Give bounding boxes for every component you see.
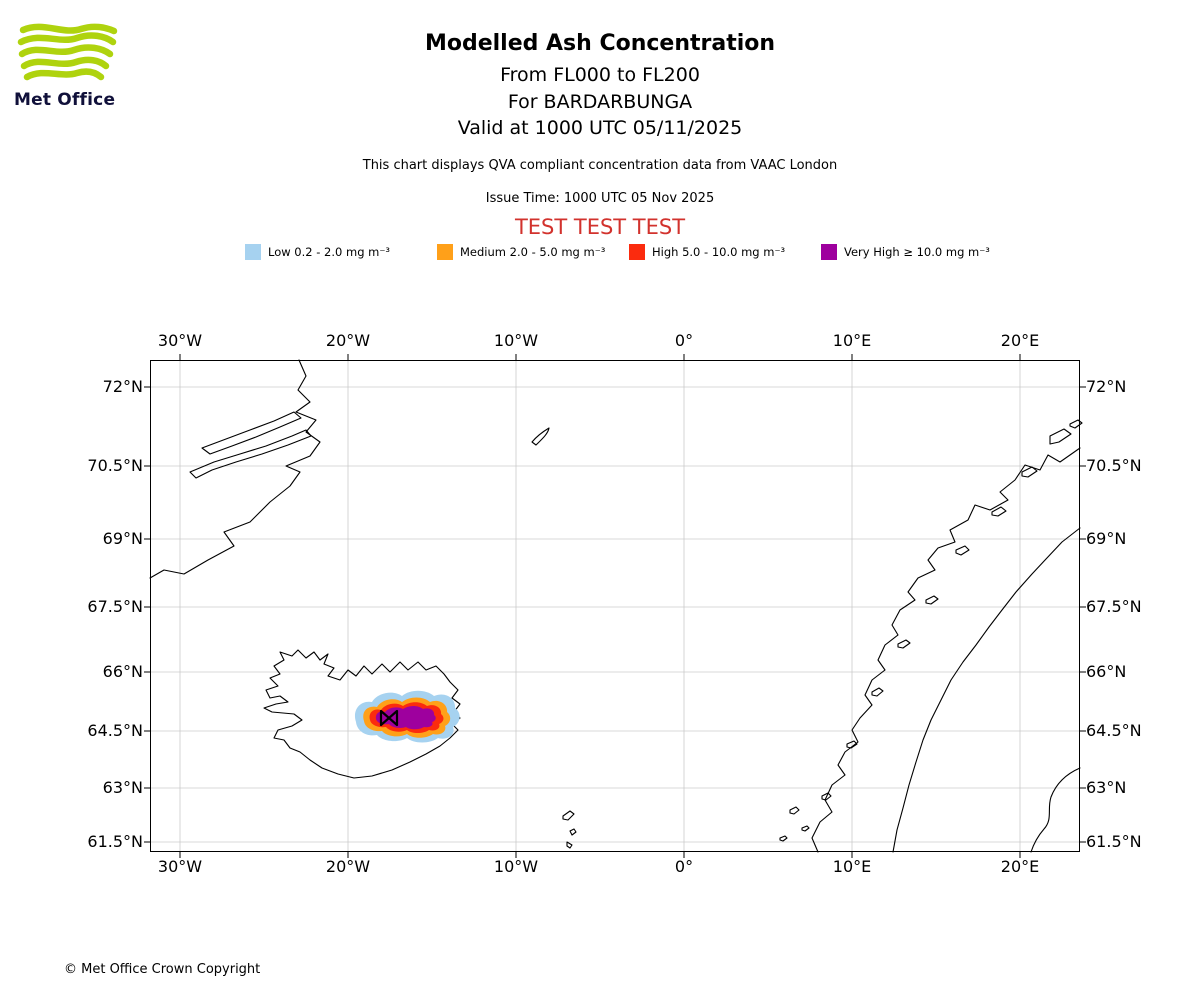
norway-island [991, 506, 1007, 517]
x-tick-label-bottom: 0° [674, 857, 694, 876]
norway-inland-line [892, 527, 1081, 853]
axis-ticks [144, 354, 1086, 858]
y-tick-label-left: 67.5°N [87, 597, 143, 616]
jan-mayen-island [531, 427, 550, 446]
norway-island [1021, 466, 1038, 478]
norway-southeast-coast [1030, 767, 1081, 853]
volcano-eruption-symbol [379, 709, 399, 727]
greenland-fjord [189, 429, 312, 479]
y-tick-label-left: 69°N [102, 529, 143, 548]
x-tick-label-top: 10°W [493, 331, 539, 350]
ash-contour-very-high [375, 706, 436, 730]
legend-label-very-high: Very High ≥ 10.0 mg m⁻³ [844, 244, 990, 259]
norway-island [925, 595, 939, 605]
y-tick-label-right: 70.5°N [1086, 456, 1142, 475]
greenland-fjord [201, 411, 302, 455]
norway-island [821, 792, 832, 801]
y-tick-label-left: 64.5°N [87, 721, 143, 740]
iceland-coastline [263, 649, 461, 779]
subtitle-flight-levels: From FL000 to FL200 [500, 64, 700, 86]
x-tick-label-bottom: 10°W [493, 857, 539, 876]
faroe-islands [562, 810, 575, 821]
legend-label-medium: Medium 2.0 - 5.0 mg m⁻³ [460, 244, 606, 259]
x-tick-label-top: 20°W [325, 331, 371, 350]
legend-label-low: Low 0.2 - 2.0 mg m⁻³ [268, 244, 391, 259]
y-tick-label-right: 72°N [1086, 377, 1127, 396]
test-banner: TEST TEST TEST [514, 215, 686, 239]
legend-item-very-high: Very High ≥ 10.0 mg m⁻³ [821, 243, 1013, 260]
map-frame [150, 360, 1080, 852]
chart-description: This chart displays QVA compliant concen… [362, 158, 838, 173]
x-tick-label-bottom: 10°E [832, 857, 872, 876]
legend-swatch-very-high [821, 243, 837, 260]
norway-island [801, 825, 810, 832]
norway-island [779, 835, 788, 842]
legend-label-high: High 5.0 - 10.0 mg m⁻³ [652, 244, 786, 259]
greenland-coastline [149, 359, 321, 579]
norway-coastline [811, 447, 1081, 853]
legend-swatch-medium [437, 243, 453, 260]
y-tick-label-right: 66°N [1086, 662, 1127, 681]
met-office-logo-waves [17, 23, 118, 81]
y-tick-label-left: 63°N [102, 778, 143, 797]
norway-island [1069, 419, 1083, 429]
y-tick-label-right: 64.5°N [1086, 721, 1142, 740]
page-title: Modelled Ash Concentration [424, 31, 776, 56]
x-tick-label-bottom: 20°E [1000, 857, 1040, 876]
y-tick-label-left: 72°N [102, 377, 143, 396]
x-tick-label-top: 0° [674, 331, 694, 350]
y-tick-label-right: 67.5°N [1086, 597, 1142, 616]
subtitle-volcano: For BARDARBUNGA [507, 91, 693, 113]
y-tick-label-left: 61.5°N [87, 832, 143, 851]
norway-island [955, 545, 970, 556]
faroe-islands [569, 828, 577, 836]
y-tick-label-left: 66°N [102, 662, 143, 681]
y-tick-label-right: 61.5°N [1086, 832, 1142, 851]
y-tick-label-right: 69°N [1086, 529, 1127, 548]
norway-island [897, 639, 911, 649]
subtitle-valid-time: Valid at 1000 UTC 05/11/2025 [457, 117, 743, 139]
x-tick-label-top: 10°E [832, 331, 872, 350]
met-office-logo-text: Met Office [14, 90, 116, 110]
x-tick-label-bottom: 30°W [157, 857, 203, 876]
map-canvas [144, 354, 1086, 858]
latitude-longitude-grid [150, 360, 1080, 852]
norway-island [871, 687, 884, 697]
y-tick-label-left: 70.5°N [87, 456, 143, 475]
legend-item-low: Low 0.2 - 2.0 mg m⁻³ [245, 243, 437, 260]
norway-island [846, 740, 858, 749]
faroe-islands [566, 841, 573, 849]
y-tick-label-right: 63°N [1086, 778, 1127, 797]
norway-island [789, 806, 800, 815]
ash-concentration-contours [354, 690, 460, 743]
legend-swatch-high [629, 243, 645, 260]
legend: Low 0.2 - 2.0 mg m⁻³ Medium 2.0 - 5.0 mg… [245, 243, 1013, 260]
issue-time: Issue Time: 1000 UTC 05 Nov 2025 [485, 191, 715, 206]
legend-item-high: High 5.0 - 10.0 mg m⁻³ [629, 243, 821, 260]
x-tick-label-top: 30°W [157, 331, 203, 350]
copyright-notice: © Met Office Crown Copyright [64, 962, 261, 977]
x-tick-label-bottom: 20°W [325, 857, 371, 876]
x-tick-label-top: 20°E [1000, 331, 1040, 350]
norway-island [1049, 428, 1072, 445]
legend-item-medium: Medium 2.0 - 5.0 mg m⁻³ [437, 243, 629, 260]
legend-swatch-low [245, 243, 261, 260]
